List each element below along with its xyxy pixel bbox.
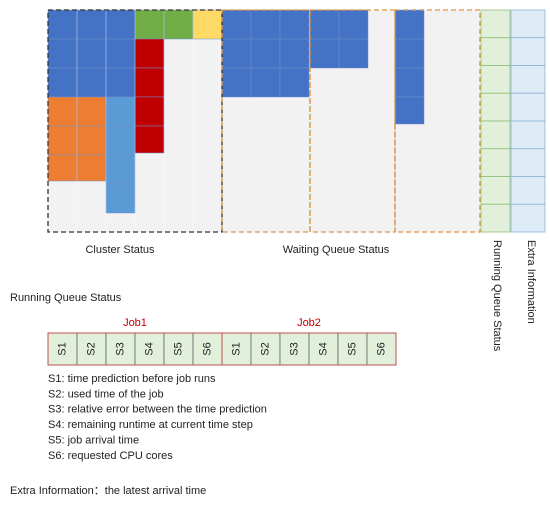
cell: [394, 96, 425, 125]
extra-slot: [510, 203, 546, 233]
cell: [47, 67, 78, 98]
cell: [105, 9, 136, 40]
queue-box: [221, 9, 311, 233]
running-slot: [480, 203, 511, 233]
slot: [221, 332, 252, 366]
cell: [47, 38, 78, 69]
extra-slot: [510, 92, 546, 122]
slot: [279, 332, 310, 366]
cell: [309, 9, 340, 40]
legend-line: S2: used time of the job: [48, 388, 164, 400]
extra-note: Extra Information：the latest arrival tim…: [10, 485, 206, 497]
cell: [47, 125, 78, 156]
cell: [76, 67, 107, 98]
cluster-label: Cluster Status: [85, 244, 155, 256]
running-slot: [480, 9, 511, 39]
slot-label: S6: [375, 342, 387, 355]
job-label: Job2: [297, 317, 321, 329]
extra-slot: [510, 65, 546, 94]
cell: [134, 125, 165, 154]
cell: [47, 154, 78, 182]
cell: [105, 38, 136, 69]
cell: [221, 9, 252, 40]
cell: [76, 38, 107, 69]
cell: [338, 38, 369, 69]
cell: [163, 9, 194, 40]
slot-label: S2: [85, 342, 97, 355]
slot: [308, 332, 339, 366]
running-vertical-label: Running Queue Status: [491, 240, 503, 352]
cell: [76, 125, 107, 156]
job-box: [221, 332, 397, 366]
running-title: Running Queue Status: [10, 292, 122, 304]
waiting-label: Waiting Queue Status: [283, 244, 390, 256]
cell: [105, 67, 136, 98]
cell: [309, 38, 340, 69]
extra-slot: [510, 120, 546, 150]
slot: [134, 332, 165, 366]
cell: [338, 9, 369, 40]
cell: [134, 67, 165, 98]
cell: [250, 38, 281, 69]
legend-line: S4: remaining runtime at current time st…: [48, 419, 253, 431]
cell: [221, 67, 252, 98]
cell: [250, 67, 281, 98]
legend-line: S6: requested CPU cores: [48, 450, 173, 462]
cell: [192, 9, 223, 40]
slot-label: S5: [346, 342, 358, 355]
cell: [279, 67, 310, 98]
extra-slot: [510, 37, 546, 66]
cell: [76, 96, 107, 127]
cell: [105, 96, 136, 127]
cell: [394, 38, 425, 69]
slot-label: S6: [201, 342, 213, 355]
cell: [221, 38, 252, 69]
running-slot: [480, 120, 511, 150]
slot-label: S1: [56, 342, 68, 355]
slot-label: S3: [288, 342, 300, 355]
cell: [105, 183, 136, 214]
slot-label: S1: [230, 342, 242, 355]
extra-slot: [510, 148, 546, 177]
cell: [76, 154, 107, 182]
slot-label: S5: [172, 342, 184, 355]
running-slot: [480, 92, 511, 122]
running-slot: [480, 37, 511, 66]
extra-vertical-label: Extra Information: [525, 240, 537, 324]
cell: [279, 38, 310, 69]
cell: [76, 9, 107, 40]
cell: [134, 9, 165, 40]
legend-line: S3: relative error between the time pred…: [48, 404, 267, 416]
slot-label: S3: [114, 342, 126, 355]
cell: [105, 125, 136, 156]
cell: [394, 67, 425, 98]
slot: [163, 332, 194, 366]
running-slot: [480, 65, 511, 94]
extra-slot: [510, 176, 546, 205]
slot: [47, 332, 78, 366]
running-slot: [480, 176, 511, 205]
slot: [76, 332, 107, 366]
slot-label: S2: [259, 342, 271, 355]
cell: [47, 9, 78, 40]
slot-label: S4: [317, 342, 329, 355]
cell: [47, 96, 78, 127]
cell: [105, 154, 136, 185]
cell: [134, 38, 165, 69]
cell: [394, 9, 425, 40]
cell: [134, 96, 165, 127]
queue-box: [394, 9, 481, 233]
legend-line: S5: job arrival time: [48, 435, 139, 447]
job-label: Job1: [123, 317, 147, 329]
cell: [279, 9, 310, 40]
extra-slot: [510, 9, 546, 39]
legend-line: S1: time prediction before job runs: [48, 373, 216, 385]
cell: [250, 9, 281, 40]
slot-label: S4: [143, 342, 155, 355]
queue-box: [309, 9, 396, 233]
running-slot: [480, 148, 511, 177]
